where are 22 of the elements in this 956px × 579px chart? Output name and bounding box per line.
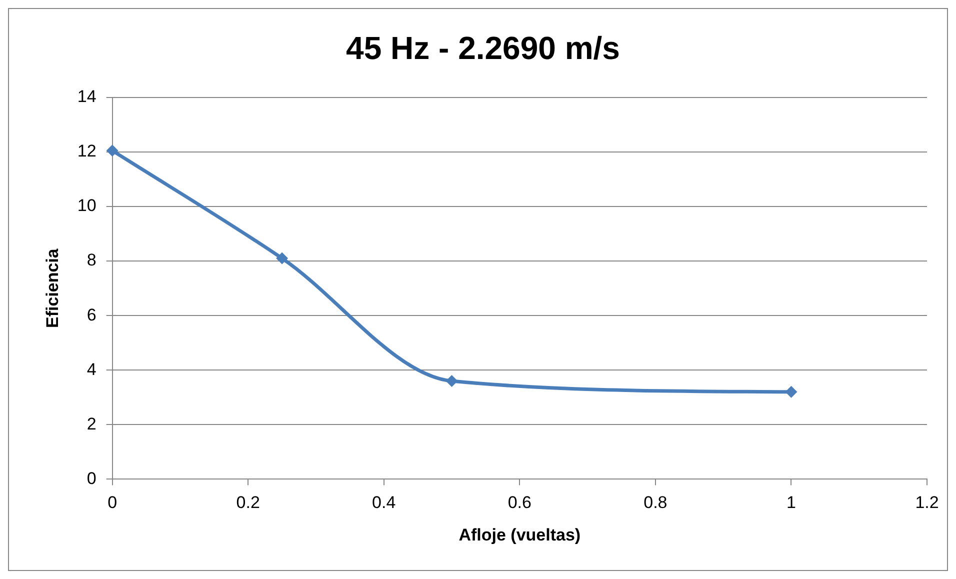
y-tick-label: 2: [86, 414, 96, 434]
y-tick-label: 12: [77, 142, 96, 161]
y-tick-label: 10: [77, 196, 96, 216]
x-tick-label: 1: [786, 493, 796, 512]
chart-title: 45 Hz - 2.2690 m/s: [346, 30, 620, 66]
point: [106, 144, 118, 157]
y-tick-label: 8: [86, 250, 96, 270]
y-axis-title: Eficiencia: [42, 248, 62, 328]
x-tick-label: 0.6: [508, 493, 532, 512]
point: [446, 375, 458, 388]
x-tick-label: 1.2: [915, 493, 939, 512]
x-tick-label: 0.8: [644, 493, 668, 512]
y-tick-label: 6: [86, 305, 96, 324]
point: [276, 252, 288, 264]
y-tick-label: 14: [77, 87, 96, 106]
y-tick-label: 4: [86, 360, 96, 379]
x-axis-title: Afloje (vueltas): [458, 525, 581, 544]
point: [785, 386, 798, 398]
y-tick-label: 0: [86, 468, 96, 488]
x-tick-label: 0.4: [372, 493, 396, 512]
x-tick-label: 0.2: [236, 493, 260, 512]
x-tick-label: 0: [108, 493, 118, 512]
